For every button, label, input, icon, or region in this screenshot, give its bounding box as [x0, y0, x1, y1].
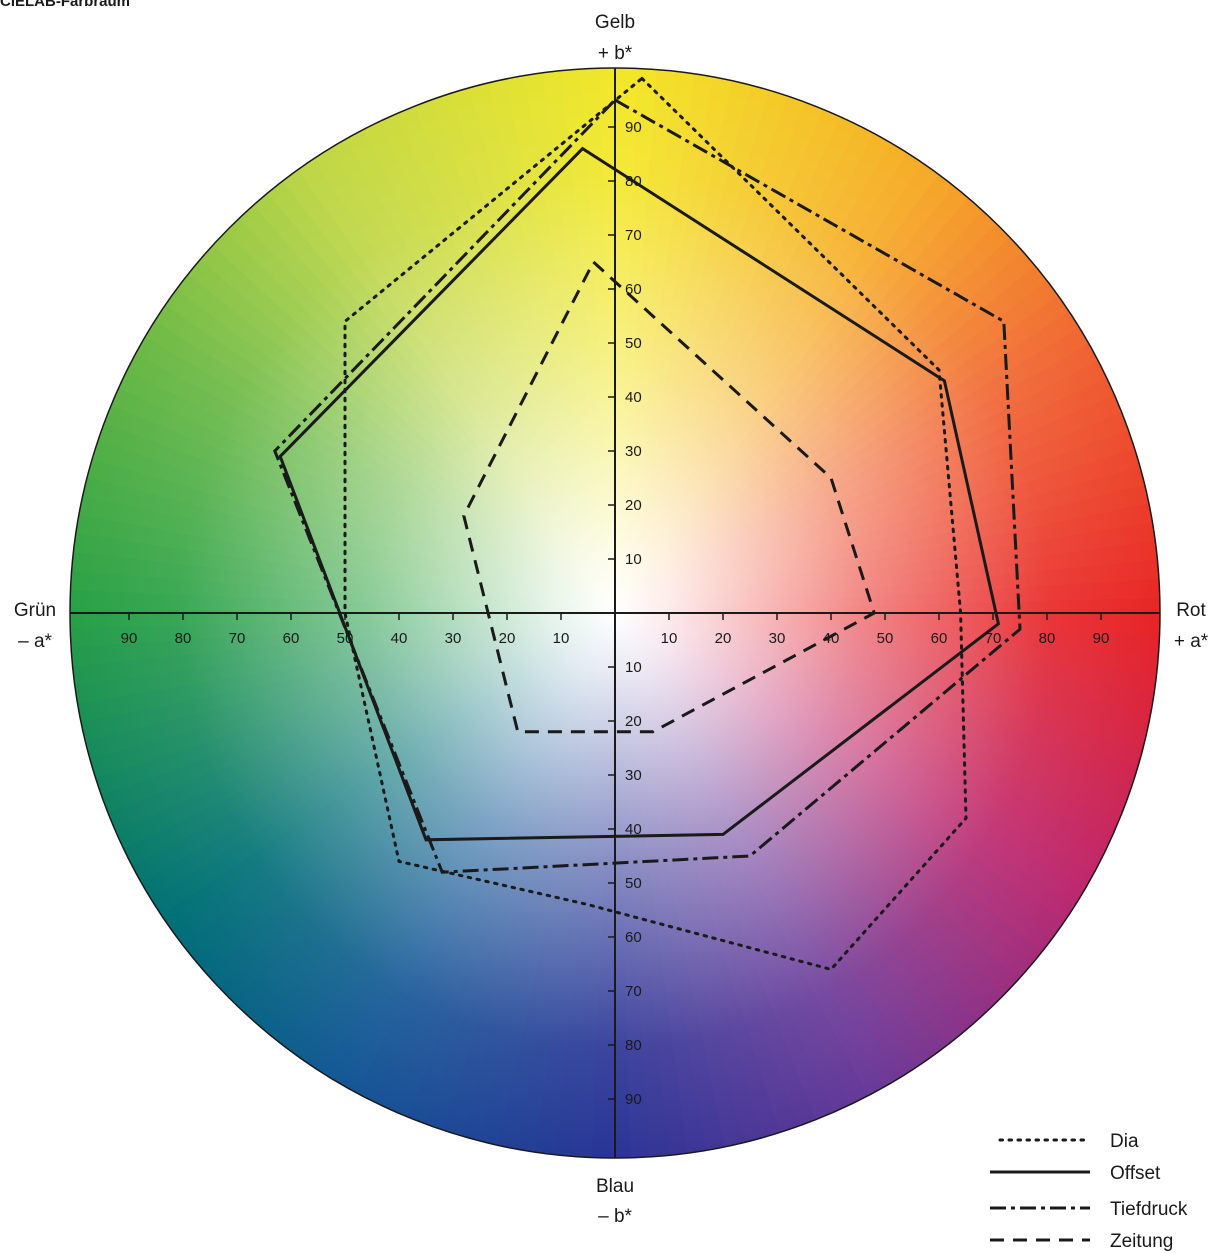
x-tick-label: 20	[715, 630, 732, 647]
y-tick-label: 60	[625, 281, 642, 298]
legend-label-zeitung: Zeitung	[1110, 1231, 1173, 1252]
x-tick-label: 60	[931, 630, 948, 647]
legend: Dia Offset Tiefdruck Zeitung	[990, 1131, 1188, 1252]
axes	[70, 68, 1160, 1158]
x-tick-label: 70	[229, 630, 246, 647]
y-tick-label: 70	[625, 227, 642, 244]
axis-label-gruen: Grün	[14, 600, 56, 621]
axis-label-blau: Blau	[596, 1176, 634, 1197]
y-tick-label: 30	[625, 443, 642, 460]
legend-label-tiefdruck: Tiefdruck	[1110, 1199, 1188, 1220]
axis-label-plus-a: + a*	[1174, 631, 1209, 652]
y-tick-label: 10	[625, 551, 642, 568]
y-tick-label: 40	[625, 821, 642, 838]
x-tick-label: 80	[1039, 630, 1056, 647]
series-zeitung	[462, 259, 877, 734]
series-layer	[273, 76, 1022, 972]
x-tick-label: 20	[499, 630, 516, 647]
page-title: CIELAB-Farbraum	[0, 0, 131, 10]
y-tick-label: 70	[625, 983, 642, 1000]
axis-label-rot: Rot	[1176, 600, 1206, 621]
x-tick-label: 40	[391, 630, 408, 647]
x-tick-label: 80	[175, 630, 192, 647]
ticks: 10 10 20 20 30 30 40 40 50 50 60 60 70 70 80 80 90 90 10 10…	[121, 119, 1110, 1108]
y-tick-label: 90	[625, 1091, 642, 1108]
y-tick-label: 30	[625, 767, 642, 784]
axis-label-gelb: Gelb	[595, 12, 635, 33]
y-tick-label: 50	[625, 875, 642, 892]
series-dia	[343, 76, 968, 972]
y-tick-label: 20	[625, 713, 642, 730]
legend-label-offset: Offset	[1110, 1163, 1161, 1184]
y-tick-label: 90	[625, 119, 642, 136]
y-tick-label: 40	[625, 389, 642, 406]
y-tick-label: 80	[625, 1037, 642, 1054]
x-tick-label: 10	[553, 630, 570, 647]
x-tick-label: 90	[1093, 630, 1110, 647]
y-tick-label: 10	[625, 659, 642, 676]
axis-label-plus-b: + b*	[598, 43, 633, 64]
x-tick-label: 70	[985, 630, 1002, 647]
x-tick-label: 50	[877, 630, 894, 647]
y-tick-label: 50	[625, 335, 642, 352]
series-offset	[278, 146, 1001, 842]
legend-label-dia: Dia	[1110, 1131, 1139, 1152]
x-tick-label: 30	[445, 630, 462, 647]
x-tick-label: 60	[283, 630, 300, 647]
x-tick-label: 30	[769, 630, 786, 647]
axis-label-minus-b: – b*	[598, 1206, 632, 1227]
x-tick-label: 90	[121, 630, 138, 647]
y-tick-label: 60	[625, 929, 642, 946]
axis-label-minus-a: – a*	[18, 631, 52, 652]
y-tick-label: 20	[625, 497, 642, 514]
x-tick-label: 10	[661, 630, 678, 647]
color-wheel	[69, 67, 1161, 1159]
series-tiefdruck	[273, 98, 1022, 874]
